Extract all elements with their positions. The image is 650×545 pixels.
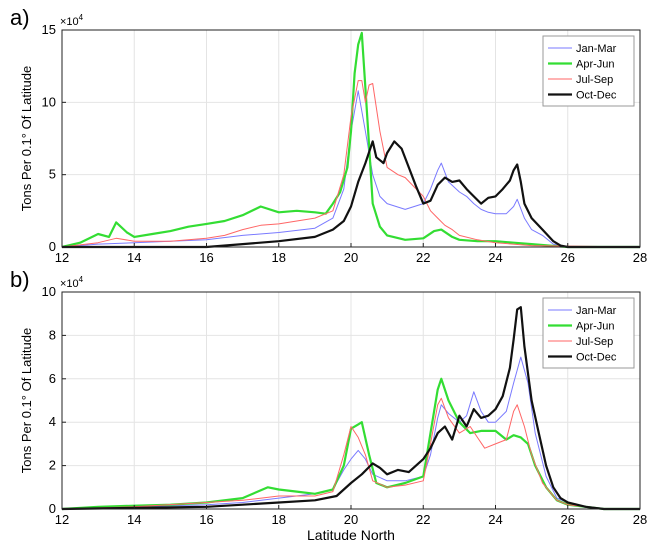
x-tick-label: 24: [488, 512, 502, 527]
x-axis-label: Latitude North: [307, 527, 395, 543]
panel-b: [61, 291, 641, 511]
x-tick-label: 12: [55, 250, 69, 265]
x-tick-label: 18: [272, 250, 286, 265]
series-line-apr-jun: [61, 377, 640, 511]
x-tick-label: 18: [272, 512, 286, 527]
y-tick-label: 2: [49, 458, 56, 473]
legend-entry-label: Jul-Sep: [576, 336, 613, 348]
x-tick-label: 24: [488, 250, 502, 265]
y-tick-label: 0: [49, 239, 56, 254]
x-tick-label: 28: [633, 250, 647, 265]
y-tick-label: 10: [42, 94, 56, 109]
series-line-oct-dec: [62, 140, 640, 249]
legend-entry-label: Apr-Jun: [576, 321, 615, 333]
y-tick-label: 6: [49, 371, 56, 386]
x-tick-label: 12: [55, 512, 69, 527]
x-tick-label: 22: [416, 512, 430, 527]
panel-label: b): [10, 267, 30, 292]
y-tick-label: 4: [49, 414, 56, 429]
series-line-jul-sep: [61, 397, 640, 510]
y-tick-label: 0: [49, 501, 56, 516]
x-tick-label: 14: [127, 512, 141, 527]
axis-multiplier: ×104: [60, 13, 84, 28]
y-tick-label: 5: [49, 167, 56, 182]
series-line-apr-jun: [61, 31, 640, 249]
y-axis-label: Tons Per 0.1° Of Latitude: [19, 66, 34, 211]
x-tick-label: 20: [344, 250, 358, 265]
y-tick-label: 15: [42, 22, 56, 37]
y-tick-label: 8: [49, 327, 56, 342]
legend-entry-label: Jan-Mar: [576, 43, 617, 55]
x-tick-label: 14: [127, 250, 141, 265]
legend-entry-label: Oct-Dec: [576, 90, 617, 102]
x-tick-label: 20: [344, 512, 358, 527]
legend-entry-label: Oct-Dec: [576, 352, 617, 364]
x-tick-label: 22: [416, 250, 430, 265]
y-axis-label: Tons Per 0.1° Of Latitude: [19, 328, 34, 473]
legend-entry-label: Apr-Jun: [576, 59, 615, 71]
axis-multiplier: ×104: [60, 275, 84, 290]
legend-entry-label: Jul-Sep: [576, 74, 613, 86]
panel-label: a): [10, 5, 30, 30]
legend-entry-label: Jan-Mar: [576, 305, 617, 317]
x-tick-label: 26: [561, 250, 575, 265]
y-tick-label: 10: [42, 284, 56, 299]
series-line-jul-sep: [61, 80, 641, 248]
series-line-jan-mar: [61, 90, 640, 248]
x-tick-label: 28: [633, 512, 647, 527]
panel-a: [61, 29, 641, 249]
x-tick-label: 16: [199, 512, 213, 527]
series-line-oct-dec: [61, 306, 640, 511]
x-tick-label: 16: [199, 250, 213, 265]
x-tick-label: 26: [561, 512, 575, 527]
